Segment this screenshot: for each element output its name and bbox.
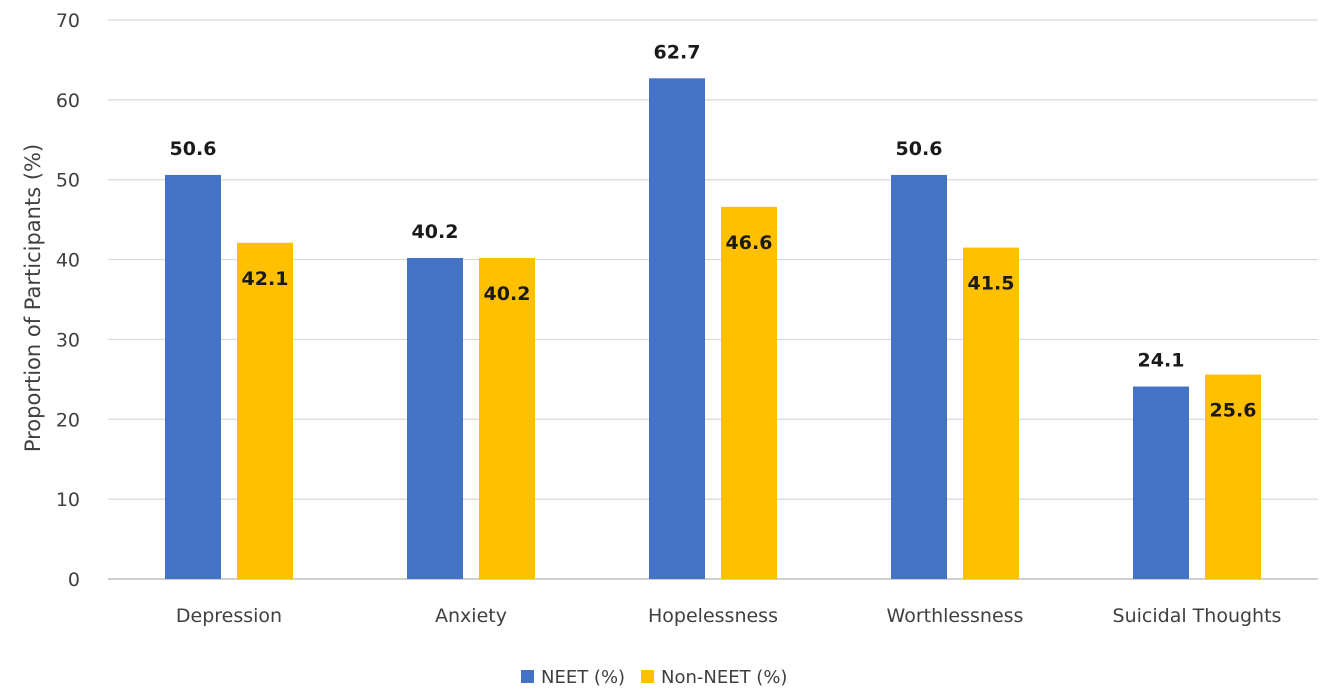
neet-legend-label: NEET (%): [541, 667, 625, 688]
x-category-label: Hopelessness: [648, 605, 778, 627]
data-labels: 50.6 42.1 40.2 40.2 62.7 46.6 50.6 41.5 24.1 25.6: [170, 41, 1257, 421]
non-neet-data-label: 41.5: [968, 273, 1015, 295]
non-neet-bar: [237, 242, 293, 579]
y-tick-label: 70: [56, 10, 80, 32]
non-neet-bar: [1205, 374, 1261, 579]
non-neet-data-label: 25.6: [1210, 400, 1257, 422]
bars: [165, 78, 1261, 580]
non-neet-legend-label: Non-NEET (%): [661, 667, 787, 688]
legend: NEET (%) Non-NEET (%): [521, 667, 787, 688]
y-axis-ticks: 0 10 20 30 40 50 60 70: [56, 10, 80, 591]
x-category-label: Worthlessness: [887, 605, 1024, 627]
x-category-label: Suicidal Thoughts: [1113, 605, 1282, 627]
neet-bar: [1133, 386, 1189, 579]
x-category-label: Anxiety: [435, 605, 507, 627]
x-category-label: Depression: [176, 605, 282, 627]
non-neet-bar: [479, 257, 535, 579]
y-tick-label: 50: [56, 170, 80, 192]
non-neet-data-label: 46.6: [726, 232, 773, 254]
neet-data-label: 24.1: [1138, 350, 1185, 372]
y-tick-label: 10: [56, 489, 80, 511]
non-neet-bar: [963, 247, 1019, 580]
y-tick-label: 0: [68, 569, 80, 591]
non-neet-bar: [721, 206, 777, 579]
x-axis-categories: Depression Anxiety Hopelessness Worthlessne…: [176, 605, 1282, 627]
y-tick-label: 20: [56, 409, 80, 431]
neet-bar: [165, 174, 221, 579]
gridlines: [108, 19, 1318, 580]
non-neet-legend-swatch: [641, 670, 654, 683]
neet-bar: [891, 174, 947, 579]
neet-data-label: 50.6: [896, 138, 943, 160]
non-neet-data-label: 42.1: [242, 268, 289, 290]
y-tick-label: 40: [56, 250, 80, 272]
neet-bar: [649, 78, 705, 579]
neet-data-label: 62.7: [654, 41, 701, 63]
y-tick-label: 30: [56, 329, 80, 351]
y-tick-label: 60: [56, 90, 80, 112]
neet-legend-swatch: [521, 670, 534, 683]
non-neet-data-label: 40.2: [484, 283, 531, 305]
neet-data-label: 50.6: [170, 138, 217, 160]
y-axis-title: Proportion of Participants (%): [21, 144, 45, 452]
neet-bar: [407, 257, 463, 579]
neet-data-label: 40.2: [412, 221, 459, 243]
